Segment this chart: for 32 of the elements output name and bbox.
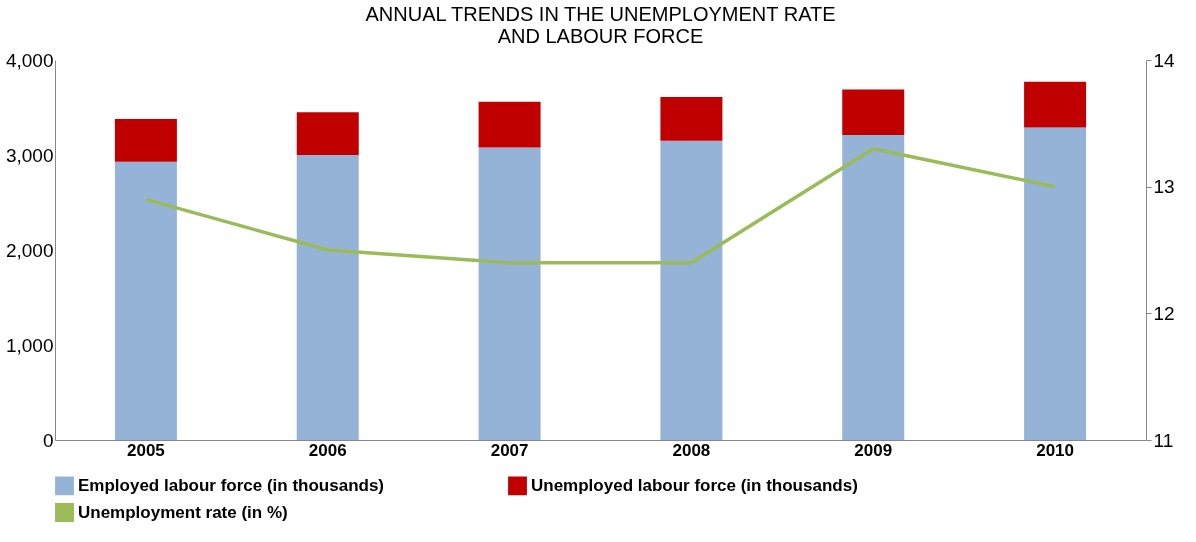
y2-tick-label: 12	[1153, 302, 1175, 324]
legend-label: Unemployed labour force (in thousands)	[531, 475, 858, 495]
bar	[1024, 81, 1087, 128]
bar	[114, 118, 177, 162]
bar	[660, 97, 723, 141]
x-tick-label: 2010	[1036, 440, 1074, 460]
y-tick-label: 4,000	[5, 49, 54, 71]
x-tick-label: 2005	[127, 440, 165, 460]
y2-tick-label: 13	[1153, 176, 1175, 198]
bar	[842, 89, 905, 136]
bar	[1024, 127, 1087, 440]
y-tick-label: 3,000	[5, 144, 54, 166]
bar	[296, 155, 359, 440]
y2-tick-label: 14	[1153, 49, 1176, 71]
bar	[478, 101, 541, 148]
legend-label: Employed labour force (in thousands)	[78, 475, 385, 495]
bar	[660, 140, 723, 440]
y-tick-label: 1,000	[5, 334, 54, 356]
bar	[842, 135, 905, 440]
chart-title: ANNUAL TRENDS IN THE UNEMPLOYMENT RATE AND LABOUR FORCE	[365, 3, 836, 47]
x-tick-label: 2009	[854, 440, 893, 460]
x-tick-label: 2006	[308, 440, 347, 460]
y-tick-label: 2,000	[5, 239, 54, 261]
y2-tick-label: 11	[1153, 429, 1174, 451]
x-tick-label: 2007	[490, 440, 529, 460]
bar	[296, 112, 359, 155]
bar	[114, 161, 177, 440]
legend-label: Unemployment rate (in %)	[78, 502, 288, 522]
bar	[478, 147, 541, 440]
line-series	[144, 146, 1057, 265]
y-tick-label: 0	[42, 429, 54, 451]
x-tick-label: 2008	[672, 440, 711, 460]
